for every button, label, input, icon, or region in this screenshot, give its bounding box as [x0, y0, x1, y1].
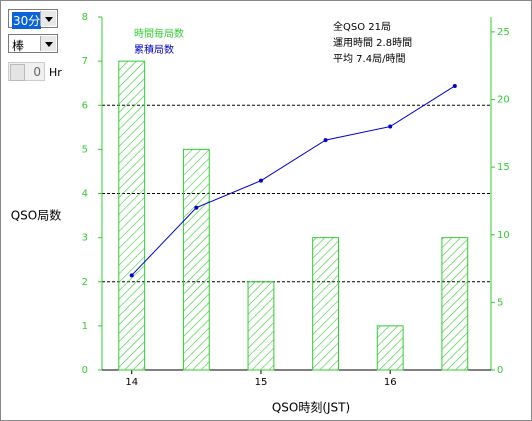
line-point: [258, 178, 263, 183]
bar: [182, 148, 210, 371]
line-point: [388, 124, 393, 129]
bar: [376, 325, 404, 371]
style-dropdown[interactable]: 棒: [8, 34, 58, 53]
annotation: 全QSO 21局: [333, 20, 391, 33]
annotation: 運用時間 2.8時間: [333, 37, 412, 49]
line-point: [129, 273, 134, 278]
y2-tick-label: 10: [497, 230, 510, 241]
y2-tick-label: 15: [497, 162, 510, 173]
y2-tick-label: 25: [497, 27, 510, 38]
annotation: 平均 7.4局/時間: [333, 53, 405, 65]
bar: [247, 281, 275, 371]
bar: [312, 237, 340, 371]
y2-tick-label: 0: [497, 365, 503, 376]
y-tick-label: 0: [82, 365, 88, 376]
line-point: [194, 205, 199, 210]
interval-value: 30分: [12, 12, 42, 29]
x-tick-label: 16: [384, 377, 397, 388]
y-tick-label: 1: [82, 321, 88, 332]
offset-unit: Hr: [49, 66, 62, 79]
style-value: 棒: [12, 39, 25, 53]
y-tick-label: 8: [82, 12, 88, 23]
spin-buttons[interactable]: [10, 64, 25, 81]
y-tick-label: 3: [82, 233, 88, 244]
y2-tick-label: 20: [497, 95, 510, 106]
x-tick-label: 14: [125, 377, 138, 388]
line: [131, 85, 456, 276]
interval-dropdown[interactable]: 30分: [8, 9, 58, 29]
y2-tick-label: 5: [497, 297, 503, 308]
y-tick-label: 7: [82, 56, 88, 67]
offset-value: 0: [33, 65, 41, 79]
legend-label: 累積局数: [134, 43, 174, 56]
y-tick-label: 2: [82, 277, 88, 288]
line-point: [323, 138, 328, 143]
bar: [118, 60, 146, 371]
legend-label: 時間毎局数: [134, 27, 184, 40]
y-axis-label: QSO局数: [11, 208, 62, 223]
y-tick-label: 4: [82, 189, 88, 200]
line-point: [452, 83, 457, 88]
y-tick-label: 6: [82, 100, 88, 111]
x-tick-label: 15: [255, 377, 268, 388]
offset-spinner[interactable]: 0: [8, 62, 45, 81]
y-tick-label: 5: [82, 144, 88, 155]
x-axis-label: QSO時刻(JST): [272, 401, 350, 415]
bar: [441, 237, 469, 371]
